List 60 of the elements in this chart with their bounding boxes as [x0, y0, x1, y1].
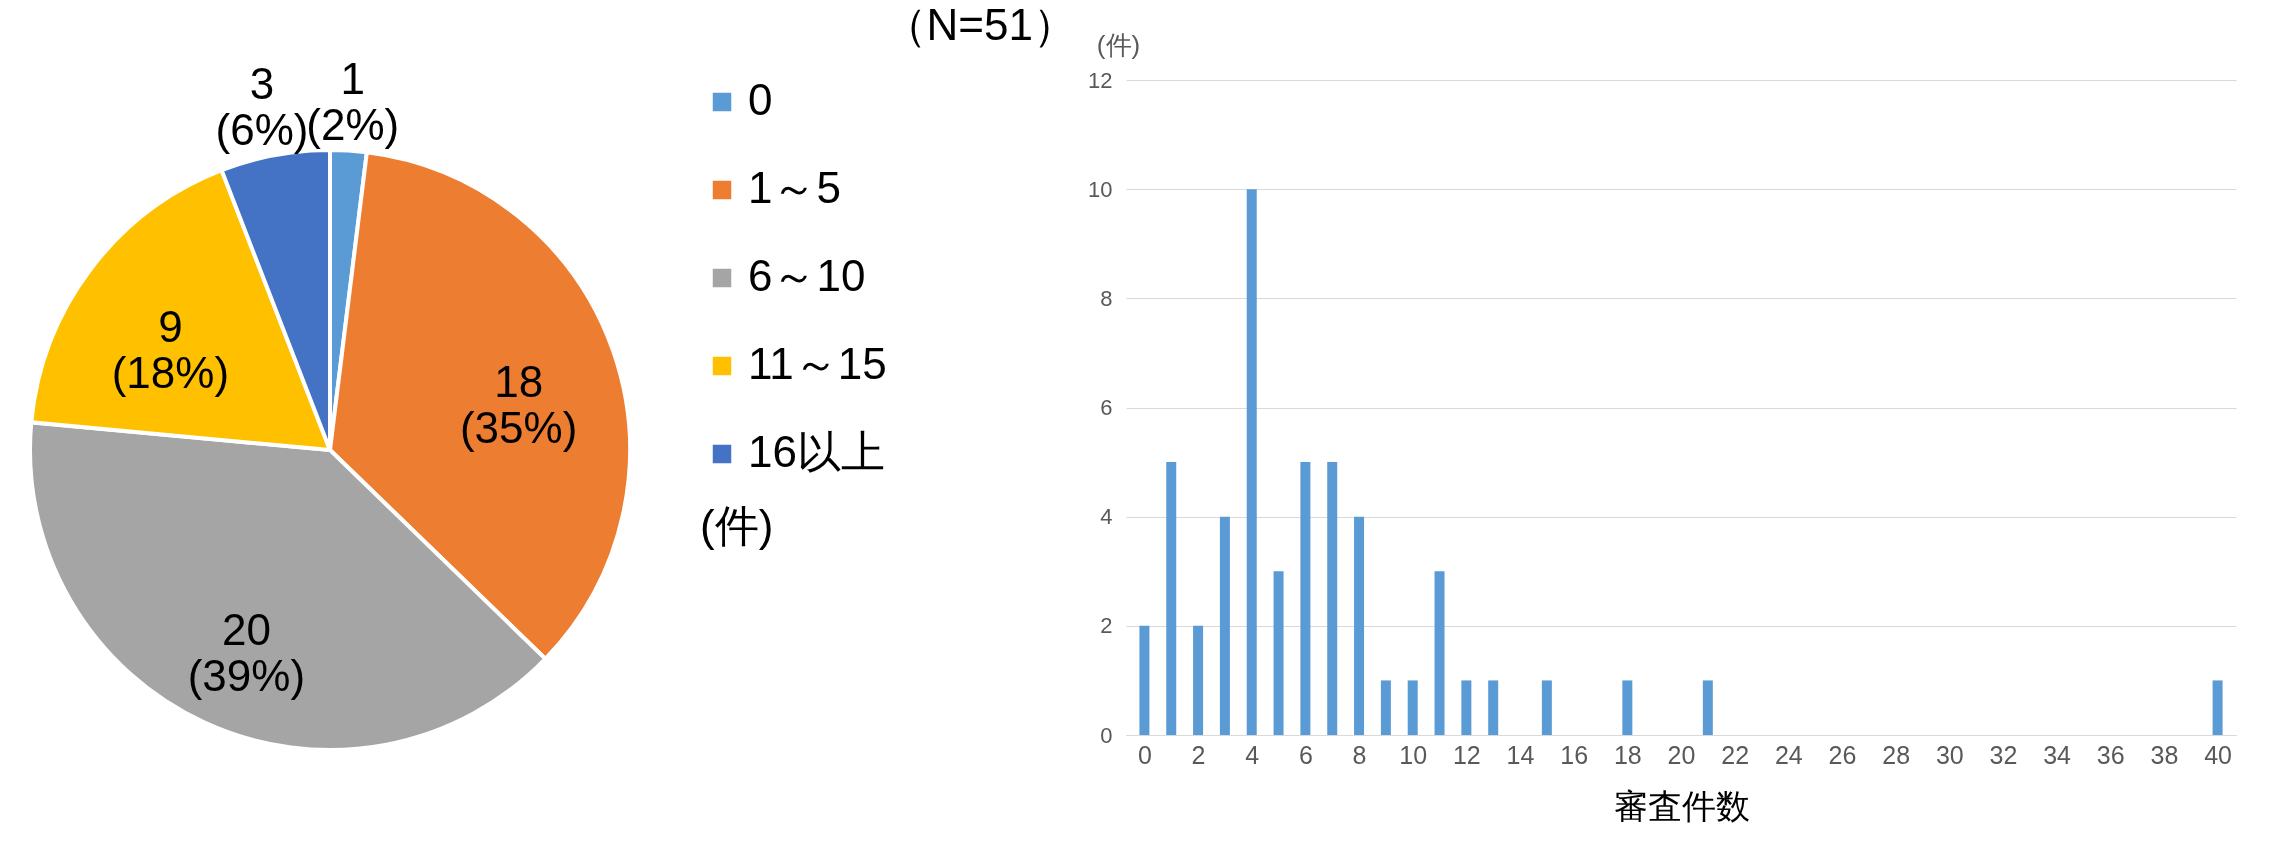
x-tick-label: 22	[1721, 740, 1750, 769]
bar	[1407, 680, 1418, 735]
bar	[1327, 462, 1338, 735]
x-tick-label: 28	[1882, 740, 1911, 769]
x-tick-label: 6	[1298, 740, 1313, 769]
bar	[1300, 462, 1311, 735]
x-tick-label: 4	[1245, 740, 1260, 769]
bar	[1273, 571, 1284, 735]
legend-label: 11～15	[748, 339, 887, 388]
x-tick-label: 18	[1613, 740, 1642, 769]
x-tick-label: 12	[1452, 740, 1481, 769]
bar	[1702, 680, 1713, 735]
x-tick-label: 40	[2204, 740, 2232, 769]
y-tick-label: 0	[1100, 722, 1113, 748]
bar	[1139, 625, 1150, 735]
y-tick-label: 6	[1100, 395, 1113, 420]
x-tick-label: 2	[1191, 740, 1206, 769]
x-tick-label: 36	[2096, 740, 2125, 769]
x-tick-label: 20	[1667, 740, 1696, 769]
x-tick-label: 8	[1352, 740, 1367, 769]
data-label: 18 (35%)	[459, 356, 578, 452]
bar	[1461, 680, 1472, 735]
y-axis-title: (件)	[1096, 29, 1141, 60]
x-tick-label: 24	[1774, 740, 1803, 769]
bar	[1219, 516, 1230, 735]
bar	[1354, 516, 1365, 735]
bar	[1488, 680, 1499, 735]
y-tick-label: 12	[1088, 67, 1113, 93]
data-label: 9 (18%)	[111, 302, 230, 398]
x-tick-label: 10	[1399, 740, 1428, 769]
text: （N=51）	[882, 0, 1077, 49]
legend-title: (件)	[700, 501, 774, 550]
bar	[1541, 680, 1552, 735]
legend-label: 16以上	[748, 427, 885, 476]
x-tick-label: 16	[1560, 740, 1589, 769]
y-tick-label: 10	[1088, 176, 1113, 202]
bar	[1166, 462, 1177, 735]
bar	[1622, 680, 1633, 735]
bar	[1193, 625, 1204, 735]
x-tick-label: 38	[2150, 740, 2179, 769]
legend-label: 1～5	[748, 163, 841, 212]
bar	[2212, 680, 2223, 735]
data-label: 1 (2%)	[306, 53, 400, 149]
x-tick-label: 26	[1828, 740, 1857, 769]
x-tick-label: 0	[1137, 740, 1152, 769]
data-label: 3 (6%)	[215, 59, 309, 155]
x-tick-label: 32	[1989, 740, 2018, 769]
legend-label: 0	[748, 75, 773, 124]
x-axis-title: 審査件数	[1613, 786, 1750, 825]
bar	[1434, 571, 1445, 735]
x-tick-label: 30	[1935, 740, 1964, 769]
y-tick-label: 4	[1100, 504, 1113, 530]
bar	[1246, 189, 1257, 735]
y-tick-label: 2	[1100, 613, 1113, 639]
data-label: 20 (39%)	[187, 604, 306, 700]
x-tick-label: 34	[2043, 740, 2072, 769]
legend-label: 6～10	[748, 251, 866, 300]
x-tick-label: 14	[1506, 740, 1535, 769]
y-tick-label: 8	[1100, 285, 1113, 311]
bar	[1380, 680, 1391, 735]
